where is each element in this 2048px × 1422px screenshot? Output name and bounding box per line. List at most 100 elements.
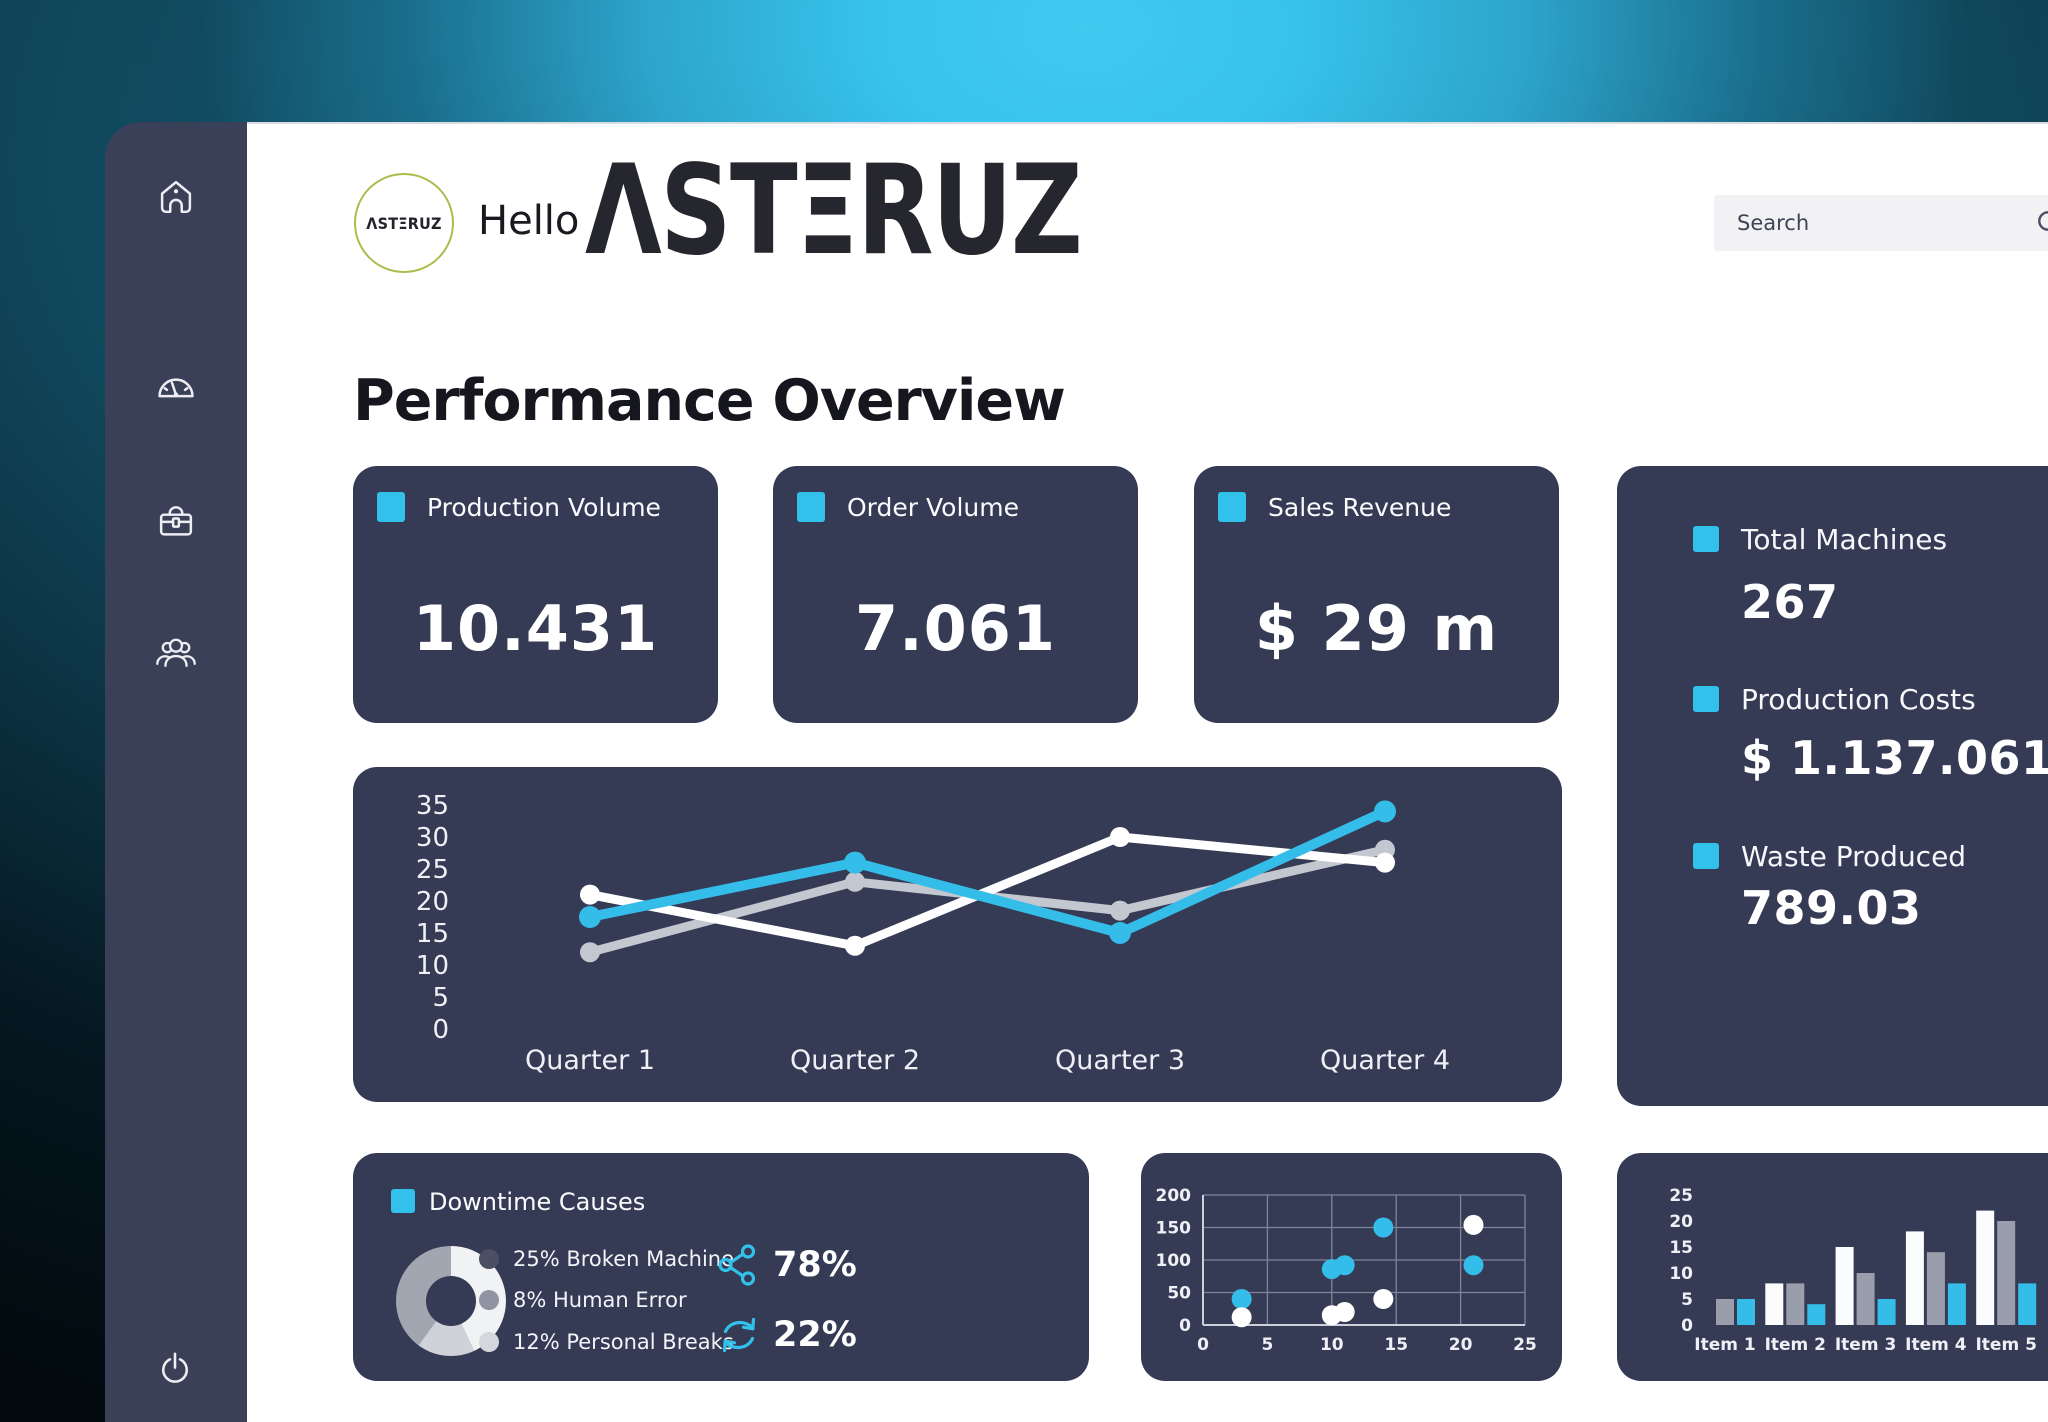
- stat-value: 7.061: [854, 592, 1057, 665]
- brand-wordmark: ΛSTΞRUZ: [585, 139, 1083, 283]
- legend-dot: [479, 1290, 499, 1310]
- svg-text:20: 20: [1669, 1212, 1693, 1232]
- svg-text:10: 10: [1320, 1335, 1344, 1355]
- stat-square-icon: [377, 492, 405, 522]
- svg-text:30: 30: [416, 823, 449, 853]
- svg-text:0: 0: [1179, 1316, 1191, 1336]
- svg-text:35: 35: [416, 791, 449, 821]
- downtime-square-icon: [391, 1189, 415, 1213]
- summary-square-icon: [1693, 686, 1719, 712]
- search-icon[interactable]: [2036, 209, 2048, 243]
- summary-square-icon: [1693, 843, 1719, 869]
- legend-item: 25% Broken Machine: [479, 1247, 735, 1271]
- logo-badge-text: ΛSTΞRUZ: [366, 213, 442, 233]
- quarterly-line-chart-card: 35 30 25 20 15 10 5 0 Quarter 1 Quarter 2 Quarter …: [353, 767, 1562, 1102]
- gauge-icon: [158, 378, 194, 398]
- summary-value: 789.03: [1741, 881, 1922, 935]
- svg-text:100: 100: [1156, 1251, 1192, 1271]
- svg-text:0: 0: [1197, 1335, 1209, 1355]
- summary-label: Total Machines: [1741, 522, 1948, 556]
- svg-text:25: 25: [416, 855, 449, 885]
- legend-item: 12% Personal Breaks: [479, 1330, 734, 1354]
- svg-text:5: 5: [1681, 1290, 1693, 1310]
- stat-label: Sales Revenue: [1268, 492, 1452, 522]
- main-panel: ΛSTΞRUZ Hello ΛSTΞRUZ Performance Overvi…: [247, 122, 2048, 1422]
- kpi-value: 78%: [773, 1245, 857, 1285]
- svg-text:10: 10: [416, 951, 449, 981]
- greeting-text: Hello: [478, 198, 580, 244]
- svg-text:5: 5: [1261, 1335, 1273, 1355]
- downtime-title: Downtime Causes: [429, 1188, 646, 1216]
- donut-hole: [426, 1276, 476, 1326]
- briefcase-icon: [159, 506, 193, 536]
- svg-text:20: 20: [416, 887, 449, 917]
- sidebar-item-team[interactable]: [153, 627, 199, 673]
- sidebar-item-logout[interactable]: [153, 1346, 197, 1390]
- stat-card-order-volume: Order Volume 7.061: [773, 466, 1138, 723]
- share-nodes-icon: [717, 1243, 761, 1291]
- sidebar-item-home[interactable]: [153, 173, 199, 219]
- stat-label: Production Volume: [427, 492, 661, 522]
- svg-text:200: 200: [1156, 1186, 1192, 1206]
- summary-panel: Total Machines 267 Production Costs $ 1.…: [1617, 466, 2048, 1106]
- legend-text: 12% Personal Breaks: [513, 1330, 734, 1354]
- stat-card-production-volume: Production Volume 10.431: [353, 466, 718, 723]
- sidebar-item-dashboard[interactable]: [153, 365, 199, 411]
- legend-dot: [479, 1332, 499, 1352]
- stat-card-sales-revenue: Sales Revenue $ 29 m: [1194, 466, 1559, 723]
- svg-text:Item 1: Item 1: [1694, 1335, 1755, 1355]
- power-icon: [161, 1352, 189, 1383]
- stat-value: $ 29 m: [1254, 592, 1499, 665]
- stat-square-icon: [797, 492, 825, 522]
- svg-text:50: 50: [1167, 1284, 1191, 1304]
- search-bar: [1714, 195, 2048, 251]
- bar-chart-card: 25 20 15 10 5 0 Item 1 Item 2 Item 3 Item 4 Item 5: [1617, 1153, 2048, 1381]
- svg-text:Item 2: Item 2: [1765, 1335, 1826, 1355]
- stat-value: 10.431: [412, 592, 659, 665]
- svg-text:20: 20: [1449, 1335, 1473, 1355]
- svg-text:Quarter 1: Quarter 1: [525, 1045, 655, 1076]
- summary-square-icon: [1693, 526, 1719, 552]
- scatter-chart-card: 200 150 100 50 0 0 5 10 15 20 25: [1141, 1153, 1562, 1381]
- legend-item: 8% Human Error: [479, 1288, 687, 1312]
- svg-text:25: 25: [1513, 1335, 1537, 1355]
- svg-text:Item 5: Item 5: [1975, 1335, 2036, 1355]
- svg-text:150: 150: [1156, 1219, 1192, 1239]
- summary-label: Production Costs: [1741, 682, 1976, 716]
- sidebar: [105, 122, 247, 1422]
- kpi-value: 22%: [773, 1315, 857, 1355]
- logo-badge[interactable]: ΛSTΞRUZ: [354, 173, 454, 273]
- svg-text:15: 15: [1669, 1238, 1693, 1258]
- page-title: Performance Overview: [353, 368, 1066, 435]
- svg-text:10: 10: [1669, 1264, 1693, 1284]
- svg-text:5: 5: [432, 983, 449, 1013]
- svg-text:15: 15: [1384, 1335, 1408, 1355]
- stat-square-icon: [1218, 492, 1246, 522]
- svg-text:Quarter 4: Quarter 4: [1320, 1045, 1450, 1076]
- svg-text:Item 4: Item 4: [1905, 1335, 1967, 1355]
- summary-value: 267: [1741, 575, 1839, 629]
- scatter-chart: 200 150 100 50 00 5 10 15 20 25: [1156, 1186, 1537, 1355]
- svg-text:15: 15: [416, 919, 449, 949]
- svg-text:0: 0: [432, 1015, 449, 1045]
- downtime-causes-card: Downtime Causes 25% Broken Machine 8% Hu…: [353, 1153, 1089, 1381]
- svg-text:0: 0: [1681, 1316, 1693, 1336]
- stat-label: Order Volume: [847, 492, 1019, 522]
- search-input[interactable]: [1714, 195, 2048, 251]
- users-icon: [156, 638, 196, 667]
- svg-text:Quarter 3: Quarter 3: [1055, 1045, 1185, 1076]
- sidebar-item-projects[interactable]: [153, 496, 199, 542]
- svg-text:25: 25: [1669, 1186, 1693, 1206]
- legend-text: 8% Human Error: [513, 1288, 687, 1312]
- sync-arrows-icon: [717, 1313, 761, 1361]
- summary-label: Waste Produced: [1741, 839, 1967, 873]
- home-icon: [160, 180, 192, 214]
- svg-text:Item 3: Item 3: [1835, 1335, 1896, 1355]
- legend-text: 25% Broken Machine: [513, 1247, 735, 1271]
- legend-dot: [479, 1249, 499, 1269]
- summary-value: $ 1.137.061: [1741, 731, 2048, 785]
- svg-text:Quarter 2: Quarter 2: [790, 1045, 920, 1076]
